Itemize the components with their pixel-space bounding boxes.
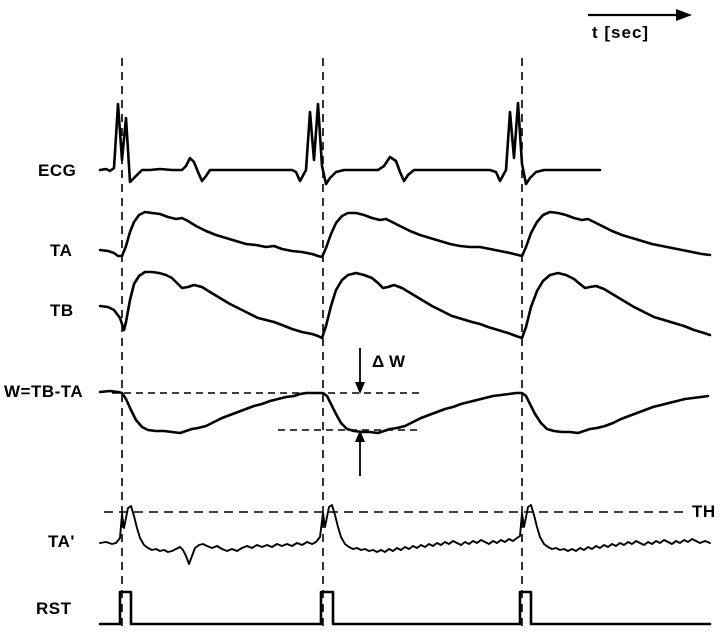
delta-w-arrow xyxy=(355,348,365,476)
row-label-w: W=TB-TA xyxy=(4,383,83,400)
trace-ecg xyxy=(100,103,600,184)
row-label-rst: RST xyxy=(36,600,72,617)
row-label-ecg: ECG xyxy=(38,162,76,179)
delta-w-reference-lines xyxy=(112,393,420,430)
trace-rst xyxy=(100,592,710,624)
trace-w xyxy=(100,391,708,433)
row-label-ta: TA xyxy=(50,242,72,259)
row-label-tb: TB xyxy=(50,302,74,319)
time-axis-label: t [sec] xyxy=(592,24,649,41)
trace-ta xyxy=(100,212,710,257)
signal-diagram xyxy=(0,0,728,637)
threshold-label: TH xyxy=(692,503,716,520)
diagram-canvas: ECG TA TB W=TB-TA TA' RST t [sec] Δ W TH xyxy=(0,0,728,637)
trace-tb xyxy=(100,272,710,338)
delta-w-label: Δ W xyxy=(372,353,405,370)
trace-ta-prime xyxy=(100,505,710,564)
time-axis-arrow xyxy=(588,9,692,21)
row-label-ta-prime: TA' xyxy=(48,533,75,550)
